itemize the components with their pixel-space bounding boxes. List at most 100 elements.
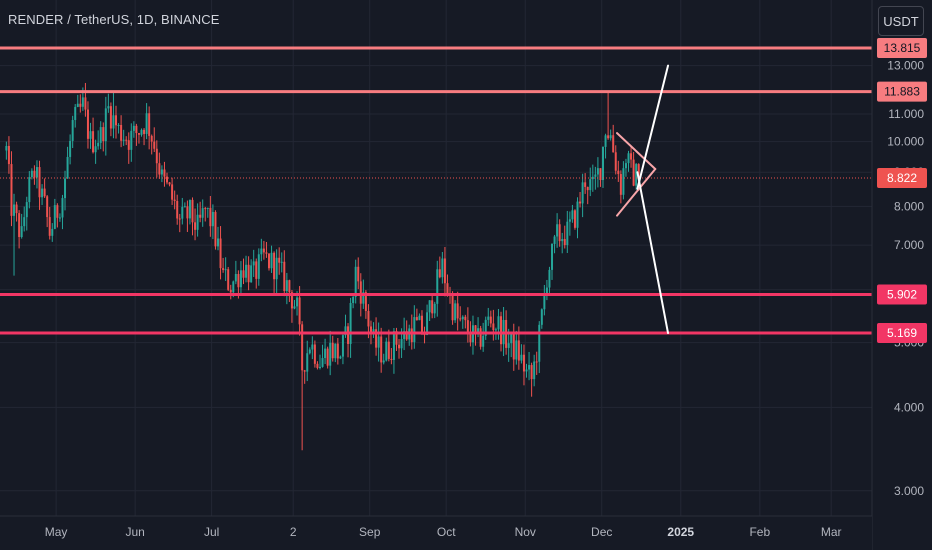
candle-body: [609, 135, 612, 139]
candle-body: [252, 261, 255, 266]
time-axis-bg: [0, 516, 872, 550]
candle-body: [410, 328, 413, 343]
candle-body: [115, 115, 118, 126]
candle-body: [324, 348, 327, 359]
candle-body: [354, 266, 357, 297]
candle-body: [548, 269, 551, 288]
candle-body: [553, 236, 556, 244]
candle-body: [441, 258, 444, 278]
candle-body: [466, 320, 469, 334]
candle-body: [94, 146, 97, 153]
candle-body: [306, 353, 309, 372]
candle-body: [347, 326, 350, 344]
candle-body: [168, 182, 171, 185]
candle-body: [53, 205, 56, 229]
candle-body: [318, 366, 321, 368]
level-badge-13.815: 13.815: [884, 41, 921, 55]
candle-body: [607, 135, 610, 139]
candle-body: [58, 217, 61, 219]
candle-body: [250, 265, 253, 283]
candle-body: [298, 297, 301, 325]
candle-body: [143, 129, 146, 134]
candle-body: [326, 348, 329, 366]
candle-body: [489, 316, 492, 324]
candle-body: [395, 331, 398, 345]
candle-body: [487, 316, 490, 320]
candle-body: [97, 142, 100, 147]
candle-body: [104, 108, 107, 142]
candle-body: [369, 326, 372, 333]
candle-body: [336, 343, 339, 359]
candle-body: [303, 370, 306, 372]
candle-body: [359, 281, 362, 304]
candle-body: [127, 140, 130, 150]
candle-body: [48, 217, 51, 236]
candle-body: [482, 335, 485, 347]
candle-body: [418, 315, 421, 321]
candle-body: [551, 243, 554, 270]
candle-body: [619, 174, 622, 195]
candle-body: [596, 168, 599, 175]
current-price-badge: 8.822: [887, 171, 917, 185]
candle-body: [232, 281, 235, 293]
candle-body: [237, 273, 240, 288]
candle-body: [459, 318, 462, 320]
time-tick-label: Jun: [125, 525, 144, 539]
time-axis[interactable]: May Jun Jul 2 Sep Oct Nov Dec 2025 Feb Mar: [0, 515, 872, 550]
candle-body: [533, 361, 536, 380]
candle-body: [428, 300, 431, 313]
candle-body: [344, 326, 347, 336]
projection-down-line: [636, 171, 670, 335]
candle-body: [372, 329, 375, 333]
candle-body: [290, 292, 293, 309]
candle-body: [362, 292, 365, 304]
candle-body: [109, 106, 112, 129]
candle-body: [35, 167, 38, 178]
candle-body: [321, 358, 324, 367]
candle-body: [446, 283, 449, 295]
candle-body: [275, 257, 278, 280]
currency-button[interactable]: USDT: [878, 6, 924, 36]
candle-body: [566, 221, 569, 246]
candle-body: [201, 208, 204, 218]
candle-body: [494, 329, 497, 331]
candle-body: [33, 170, 36, 178]
candle-body: [334, 343, 337, 359]
candle-body: [120, 125, 123, 141]
level-badge-5.902-bg: [877, 284, 927, 305]
candle-body: [130, 130, 133, 150]
candle-body: [477, 328, 480, 333]
candle-body: [285, 280, 288, 292]
candle-body: [56, 205, 59, 218]
candle-body: [296, 297, 299, 307]
candle-body: [51, 228, 54, 236]
time-tick-label: Jul: [204, 525, 219, 539]
candle-body: [125, 139, 128, 141]
candle-body: [602, 146, 605, 181]
candle-body: [132, 125, 135, 131]
candle-body: [492, 323, 495, 331]
candle-body: [584, 182, 587, 187]
candle-body: [558, 224, 561, 242]
candle-body: [614, 152, 617, 171]
candle-body: [176, 200, 179, 219]
candle-body: [148, 113, 151, 136]
candle-body: [301, 324, 304, 371]
candle-body: [247, 264, 250, 283]
candle-body: [61, 198, 64, 218]
candle-body: [627, 153, 630, 164]
drawings[interactable]: [616, 64, 670, 335]
symbol-title: RENDER / TetherUS, 1D, BINANCE: [8, 12, 220, 27]
price-tick-label: 7.000: [894, 238, 924, 252]
candle-body: [420, 315, 423, 334]
candle-body: [181, 206, 184, 219]
horizontal-levels[interactable]: [0, 46, 872, 335]
candle-body: [166, 176, 169, 183]
candle-body: [112, 115, 115, 129]
candle-body: [530, 365, 533, 380]
candle-body: [364, 292, 367, 311]
candle-body: [69, 140, 72, 157]
level-badge-11.883: 11.883: [884, 85, 920, 99]
